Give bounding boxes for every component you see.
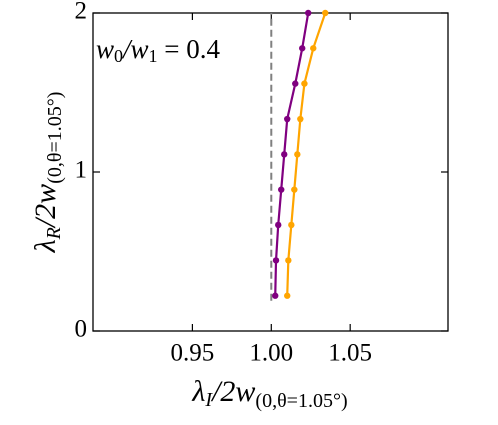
data-point bbox=[281, 151, 288, 158]
data-point bbox=[288, 221, 295, 229]
series-line bbox=[286, 12, 327, 296]
data-point bbox=[272, 257, 280, 264]
data-point bbox=[297, 115, 304, 123]
data-point bbox=[278, 186, 285, 193]
x-axis-label: λI/2w(0,θ=1.05°) bbox=[191, 375, 347, 412]
data-point bbox=[310, 45, 317, 52]
x-tick-label: 0.95 bbox=[171, 340, 215, 367]
x-tick-label: 1.05 bbox=[328, 340, 372, 367]
data-point bbox=[292, 80, 299, 87]
annotation: w0/w1 = 0.4 bbox=[96, 34, 221, 66]
data-point bbox=[272, 292, 279, 299]
data-point bbox=[294, 151, 301, 158]
data-point bbox=[291, 186, 298, 193]
data-point bbox=[285, 257, 292, 264]
data-point bbox=[275, 221, 282, 229]
x-tick-label: 1.00 bbox=[249, 340, 293, 367]
data-point bbox=[305, 9, 312, 17]
data-point bbox=[322, 9, 329, 17]
data-point bbox=[284, 115, 291, 123]
y-tick-label: 0 bbox=[75, 316, 88, 343]
data-point bbox=[284, 292, 291, 299]
y-axis-label: λR/2w(0,θ=1.05°) bbox=[29, 92, 66, 254]
data-point bbox=[299, 45, 306, 52]
series-line bbox=[274, 12, 310, 296]
y-tick-label: 1 bbox=[75, 157, 88, 184]
data-point bbox=[301, 80, 308, 87]
y-tick-label: 2 bbox=[75, 0, 88, 25]
